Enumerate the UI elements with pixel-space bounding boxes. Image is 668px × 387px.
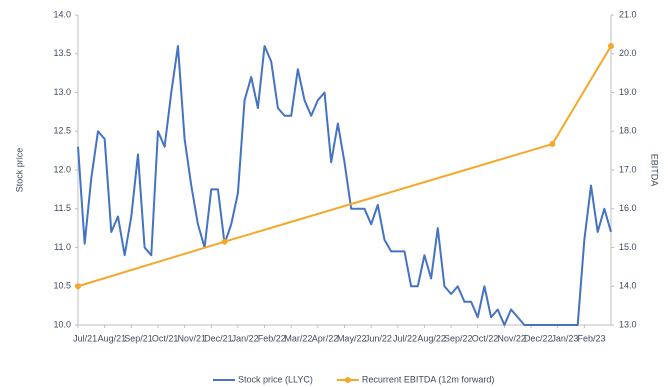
y2-tick-label: 15.0 [619, 242, 637, 252]
series-line [77, 45, 612, 326]
series-line [77, 45, 612, 288]
x-tick-label: Jul/21 [73, 333, 97, 343]
x-tick-label: Jul/22 [393, 333, 417, 343]
x-tick-label: Oct/21 [152, 333, 179, 343]
x-tick-label: Oct/22 [472, 333, 499, 343]
legend-label: Recurrent EBITDA (12m forward) [362, 374, 495, 384]
y2-tick-label: 18.0 [619, 126, 637, 136]
x-tick-label: Apr/22 [312, 333, 339, 343]
y2-axis-title: EBITDA [650, 154, 660, 187]
y-tick-label: 10.0 [53, 319, 71, 329]
legend-marker [344, 377, 351, 383]
series-marker [608, 43, 614, 49]
x-tick-label: Aug/22 [417, 333, 446, 343]
y2-tick-label: 16.0 [619, 203, 637, 213]
x-tick-label: Sep/22 [444, 333, 473, 343]
x-tick-label: Dec/21 [204, 333, 233, 343]
y2-tick-label: 20.0 [619, 48, 637, 58]
x-tick-label: Mar/22 [284, 333, 312, 343]
y-tick-label: 13.5 [53, 48, 71, 58]
y-tick-label: 12.5 [53, 126, 71, 136]
series-marker [549, 141, 556, 148]
x-tick-label: Jan/22 [232, 333, 259, 343]
y2-tick-label: 19.0 [619, 87, 637, 97]
x-tick-label: Nov/21 [178, 333, 207, 343]
y2-tick-label: 21.0 [619, 9, 637, 19]
y-tick-label: 12.0 [53, 164, 71, 174]
y2-tick-label: 13.0 [619, 319, 637, 329]
y-tick-label: 11.5 [54, 203, 71, 213]
x-tick-label: Sep/21 [124, 333, 153, 343]
series-marker [75, 283, 81, 290]
y-tick-label: 14.0 [53, 9, 71, 19]
x-tick-label: Jun/22 [365, 333, 392, 343]
y2-tick-label: 14.0 [619, 281, 637, 291]
x-tick-label: Feb/23 [578, 333, 606, 343]
x-tick-label: Aug/21 [98, 333, 127, 343]
y2-tick-label: 17.0 [619, 164, 637, 174]
x-tick-label: Dec/22 [524, 333, 553, 343]
series-marker [221, 238, 228, 245]
y-tick-label: 11.0 [54, 242, 71, 252]
legend-label: Stock price (LLYC) [238, 374, 313, 384]
x-tick-label: Feb/22 [258, 333, 286, 343]
y-axis-title: Stock price [14, 148, 24, 193]
x-tick-label: Jan/23 [551, 333, 578, 343]
y-tick-label: 13.0 [53, 87, 71, 97]
y-tick-label: 10.5 [53, 281, 71, 291]
x-tick-label: Nov/22 [497, 333, 526, 343]
x-tick-label: May/22 [337, 333, 367, 343]
